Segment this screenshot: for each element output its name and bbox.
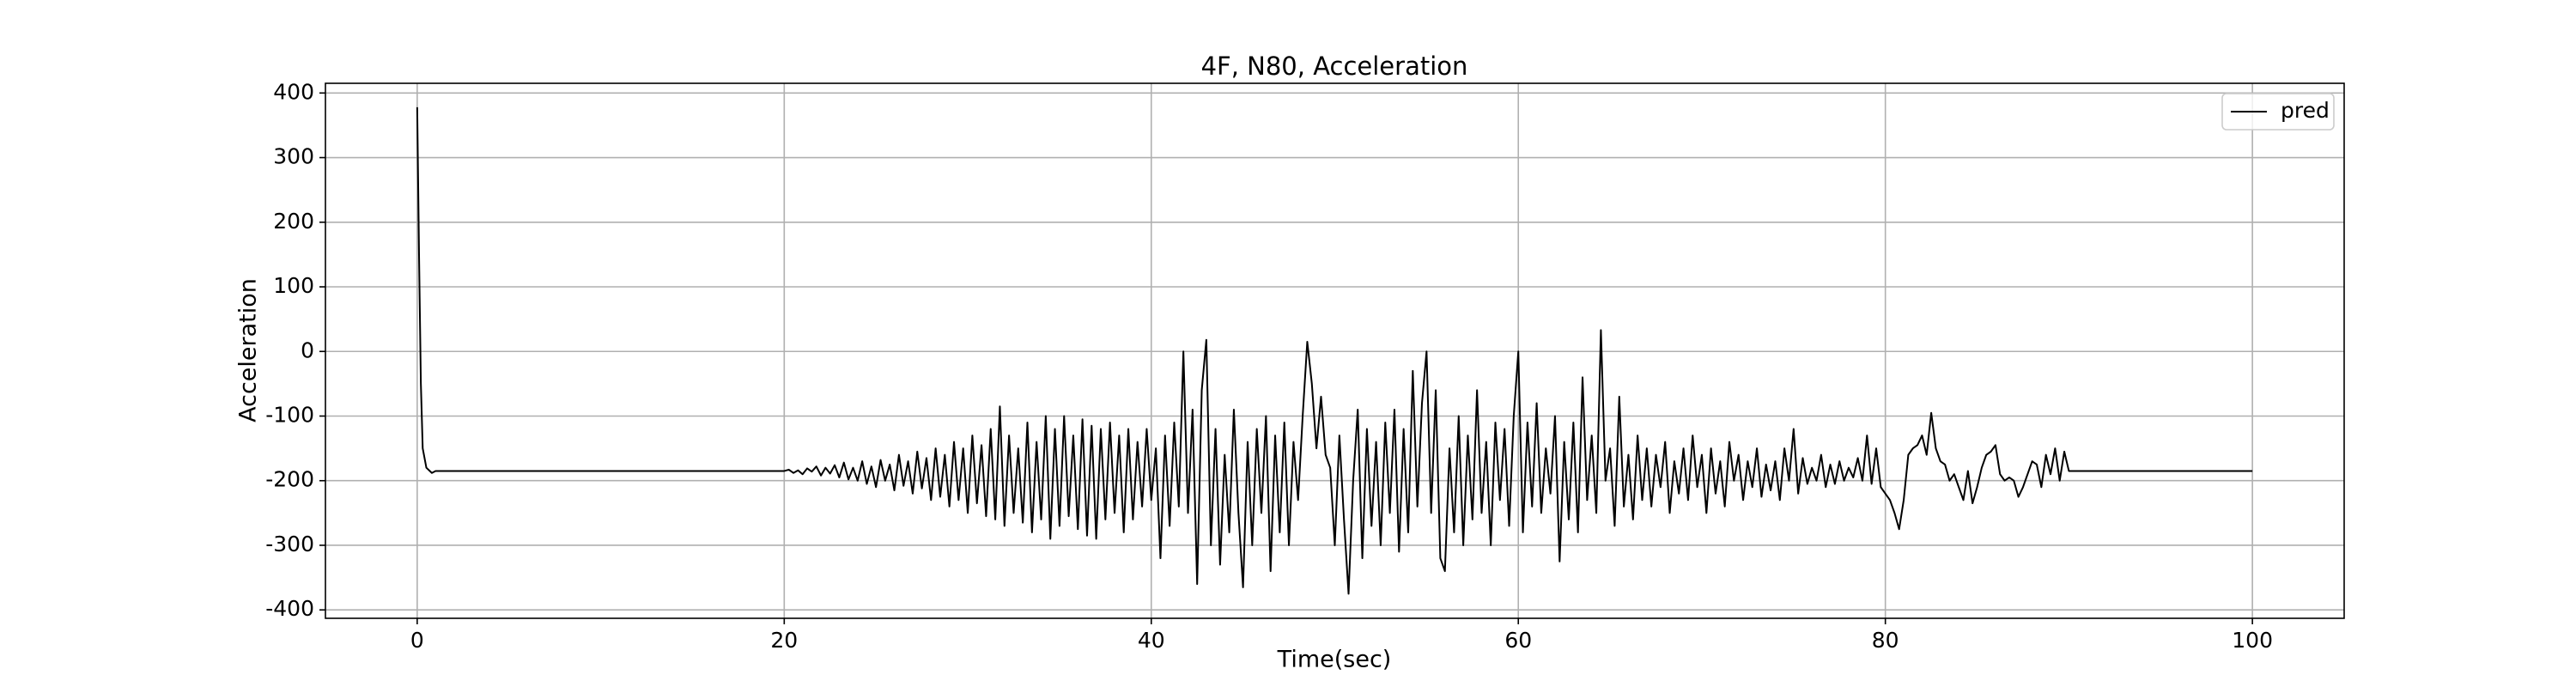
x-tick-label: 100 (2232, 628, 2273, 653)
y-tick-label: 0 (301, 337, 314, 362)
y-tick-label: 200 (273, 209, 314, 234)
x-tick-label: 0 (410, 628, 424, 653)
y-tick-label: 100 (273, 273, 314, 298)
x-tick-label: 20 (770, 628, 798, 653)
x-tick-label: 60 (1504, 628, 1532, 653)
data-line (416, 106, 2253, 595)
legend-box (2221, 93, 2335, 131)
y-tick-label: 300 (273, 144, 314, 169)
chart-title: 4F, N80, Acceleration (1201, 52, 1468, 81)
y-tick-label: 400 (273, 79, 314, 104)
x-tick-label: 40 (1138, 628, 1165, 653)
y-tick-label: -100 (265, 402, 314, 427)
y-axis-label: Acceleration (235, 278, 262, 423)
y-tick-label: -300 (265, 532, 314, 556)
y-tick-label: -200 (265, 467, 314, 492)
x-axis-label: Time(sec) (1277, 647, 1392, 673)
legend-label: pred (2281, 98, 2330, 123)
x-tick-label: 80 (1872, 628, 1899, 653)
plot-frame (325, 82, 2345, 619)
y-tick-label: -400 (265, 596, 314, 621)
